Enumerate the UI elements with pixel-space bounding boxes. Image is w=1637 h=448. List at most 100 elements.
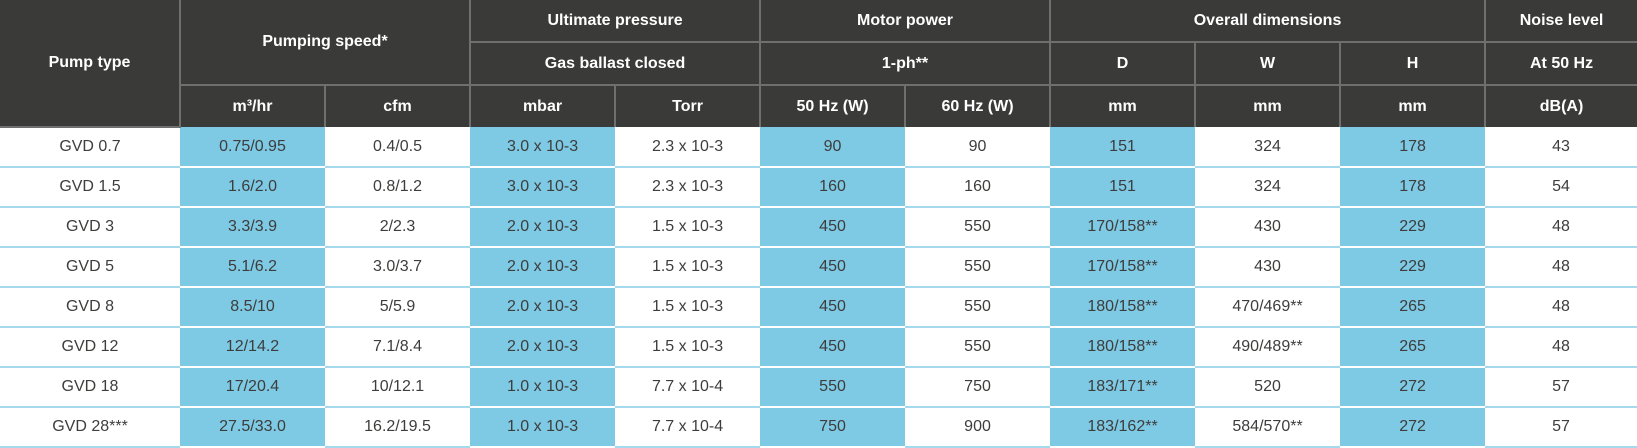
unit-mm-d: mm [1049,84,1197,127]
spec-cell: 3.3/3.9 [180,207,325,248]
spec-cell: 5/5.9 [325,287,471,328]
spec-cell: 3.0 x 10-3 [470,127,616,168]
table-row: GVD 28*** 27.5/33.0 16.2/19.5 1.0 x 10-3 7.7… [0,407,1637,448]
pump-type-cell: GVD 1.5 [0,167,180,208]
spec-cell: 2.3 x 10-3 [615,167,761,208]
spec-cell: 12/14.2 [180,327,325,368]
header-gas-ballast-closed: Gas ballast closed [470,41,762,86]
spec-cell: 324 [1195,127,1341,168]
spec-cell: 0.4/0.5 [325,127,471,168]
spec-cell: 2.0 x 10-3 [470,287,616,328]
spec-cell: 450 [760,247,906,288]
spec-cell: 48 [1485,207,1637,248]
spec-cell: 584/570** [1195,407,1341,448]
spec-cell: 1.5 x 10-3 [615,207,761,248]
pump-type-cell: GVD 18 [0,367,180,408]
spec-cell: 1.6/2.0 [180,167,325,208]
spec-cell: 272 [1340,367,1486,408]
header-pump-type: Pump type [0,0,181,128]
spec-cell: 450 [760,207,906,248]
spec-cell: 324 [1195,167,1341,208]
table-row: GVD 8 8.5/10 5/5.9 2.0 x 10-3 1.5 x 10-3 450 5… [0,287,1637,328]
spec-cell: 151 [1050,127,1196,168]
spec-cell: 183/171** [1050,367,1196,408]
spec-cell: 180/158** [1050,287,1196,328]
table-row: GVD 1.5 1.6/2.0 0.8/1.2 3.0 x 10-3 2.3 x 10-… [0,167,1637,208]
unit-60hz-w: 60 Hz (W) [904,84,1052,127]
header-overall-dimensions: Overall dimensions [1049,0,1487,43]
spec-cell: 5.1/6.2 [180,247,325,288]
spec-cell: 151 [1050,167,1196,208]
spec-cell: 7.7 x 10-4 [615,367,761,408]
spec-cell: 229 [1340,247,1486,288]
header-dim-w: W [1194,41,1342,86]
spec-cell: 550 [905,207,1051,248]
pump-type-cell: GVD 28*** [0,407,180,448]
unit-m3hr: m³/hr [180,84,326,127]
spec-cell: 54 [1485,167,1637,208]
spec-cell: 900 [905,407,1051,448]
table-row: GVD 18 17/20.4 10/12.1 1.0 x 10-3 7.7 x 10-4… [0,367,1637,408]
spec-cell: 48 [1485,327,1637,368]
pump-type-cell: GVD 12 [0,327,180,368]
header-at-50-hz: At 50 Hz [1484,41,1637,86]
header-noise-level: Noise level [1484,0,1637,43]
spec-cell: 2/2.3 [325,207,471,248]
spec-cell: 170/158** [1050,207,1196,248]
pump-type-cell: GVD 5 [0,247,180,288]
pump-type-cell: GVD 0.7 [0,127,180,168]
spec-cell: 1.5 x 10-3 [615,327,761,368]
spec-cell: 0.8/1.2 [325,167,471,208]
spec-cell: 2.0 x 10-3 [470,247,616,288]
spec-cell: 16.2/19.5 [325,407,471,448]
spec-cell: 7.7 x 10-4 [615,407,761,448]
spec-cell: 490/489** [1195,327,1341,368]
header-motor-power: Motor power [759,0,1052,43]
spec-cell: 520 [1195,367,1341,408]
spec-cell: 3.0 x 10-3 [470,167,616,208]
unit-50hz-w: 50 Hz (W) [759,84,907,127]
unit-torr: Torr [614,84,762,127]
header-ultimate-pressure: Ultimate pressure [469,0,762,43]
spec-cell: 430 [1195,207,1341,248]
table-row: GVD 3 3.3/3.9 2/2.3 2.0 x 10-3 1.5 x 10-3 450… [0,207,1637,248]
spec-cell: 3.0/3.7 [325,247,471,288]
spec-cell: 183/162** [1050,407,1196,448]
table-row: GVD 12 12/14.2 7.1/8.4 2.0 x 10-3 1.5 x 10-3… [0,327,1637,368]
spec-cell: 57 [1485,367,1637,408]
spec-cell: 450 [760,327,906,368]
header-dim-h: H [1339,41,1487,86]
spec-cell: 27.5/33.0 [180,407,325,448]
spec-cell: 265 [1340,287,1486,328]
spec-cell: 7.1/8.4 [325,327,471,368]
unit-mm-h: mm [1339,84,1487,127]
spec-cell: 272 [1340,407,1486,448]
spec-cell: 57 [1485,407,1637,448]
spec-cell: 48 [1485,287,1637,328]
pump-type-cell: GVD 8 [0,287,180,328]
spec-cell: 48 [1485,247,1637,288]
spec-cell: 550 [905,327,1051,368]
spec-table-body: GVD 0.7 0.75/0.95 0.4/0.5 3.0 x 10-3 2.3 x 1… [0,127,1637,448]
spec-cell: 229 [1340,207,1486,248]
spec-cell: 430 [1195,247,1341,288]
spec-cell: 450 [760,287,906,328]
spec-cell: 1.0 x 10-3 [470,407,616,448]
spec-cell: 550 [760,367,906,408]
spec-cell: 43 [1485,127,1637,168]
spec-cell: 1.5 x 10-3 [615,247,761,288]
spec-cell: 90 [760,127,906,168]
spec-cell: 10/12.1 [325,367,471,408]
header-dim-d: D [1049,41,1197,86]
spec-cell: 17/20.4 [180,367,325,408]
unit-cfm: cfm [323,84,472,127]
pump-type-cell: GVD 3 [0,207,180,248]
spec-cell: 90 [905,127,1051,168]
header-pumping-speed: Pumping speed* [178,0,472,86]
spec-cell: 750 [905,367,1051,408]
spec-cell: 170/158** [1050,247,1196,288]
spec-cell: 265 [1340,327,1486,368]
unit-mbar: mbar [469,84,617,127]
spec-cell: 550 [905,247,1051,288]
